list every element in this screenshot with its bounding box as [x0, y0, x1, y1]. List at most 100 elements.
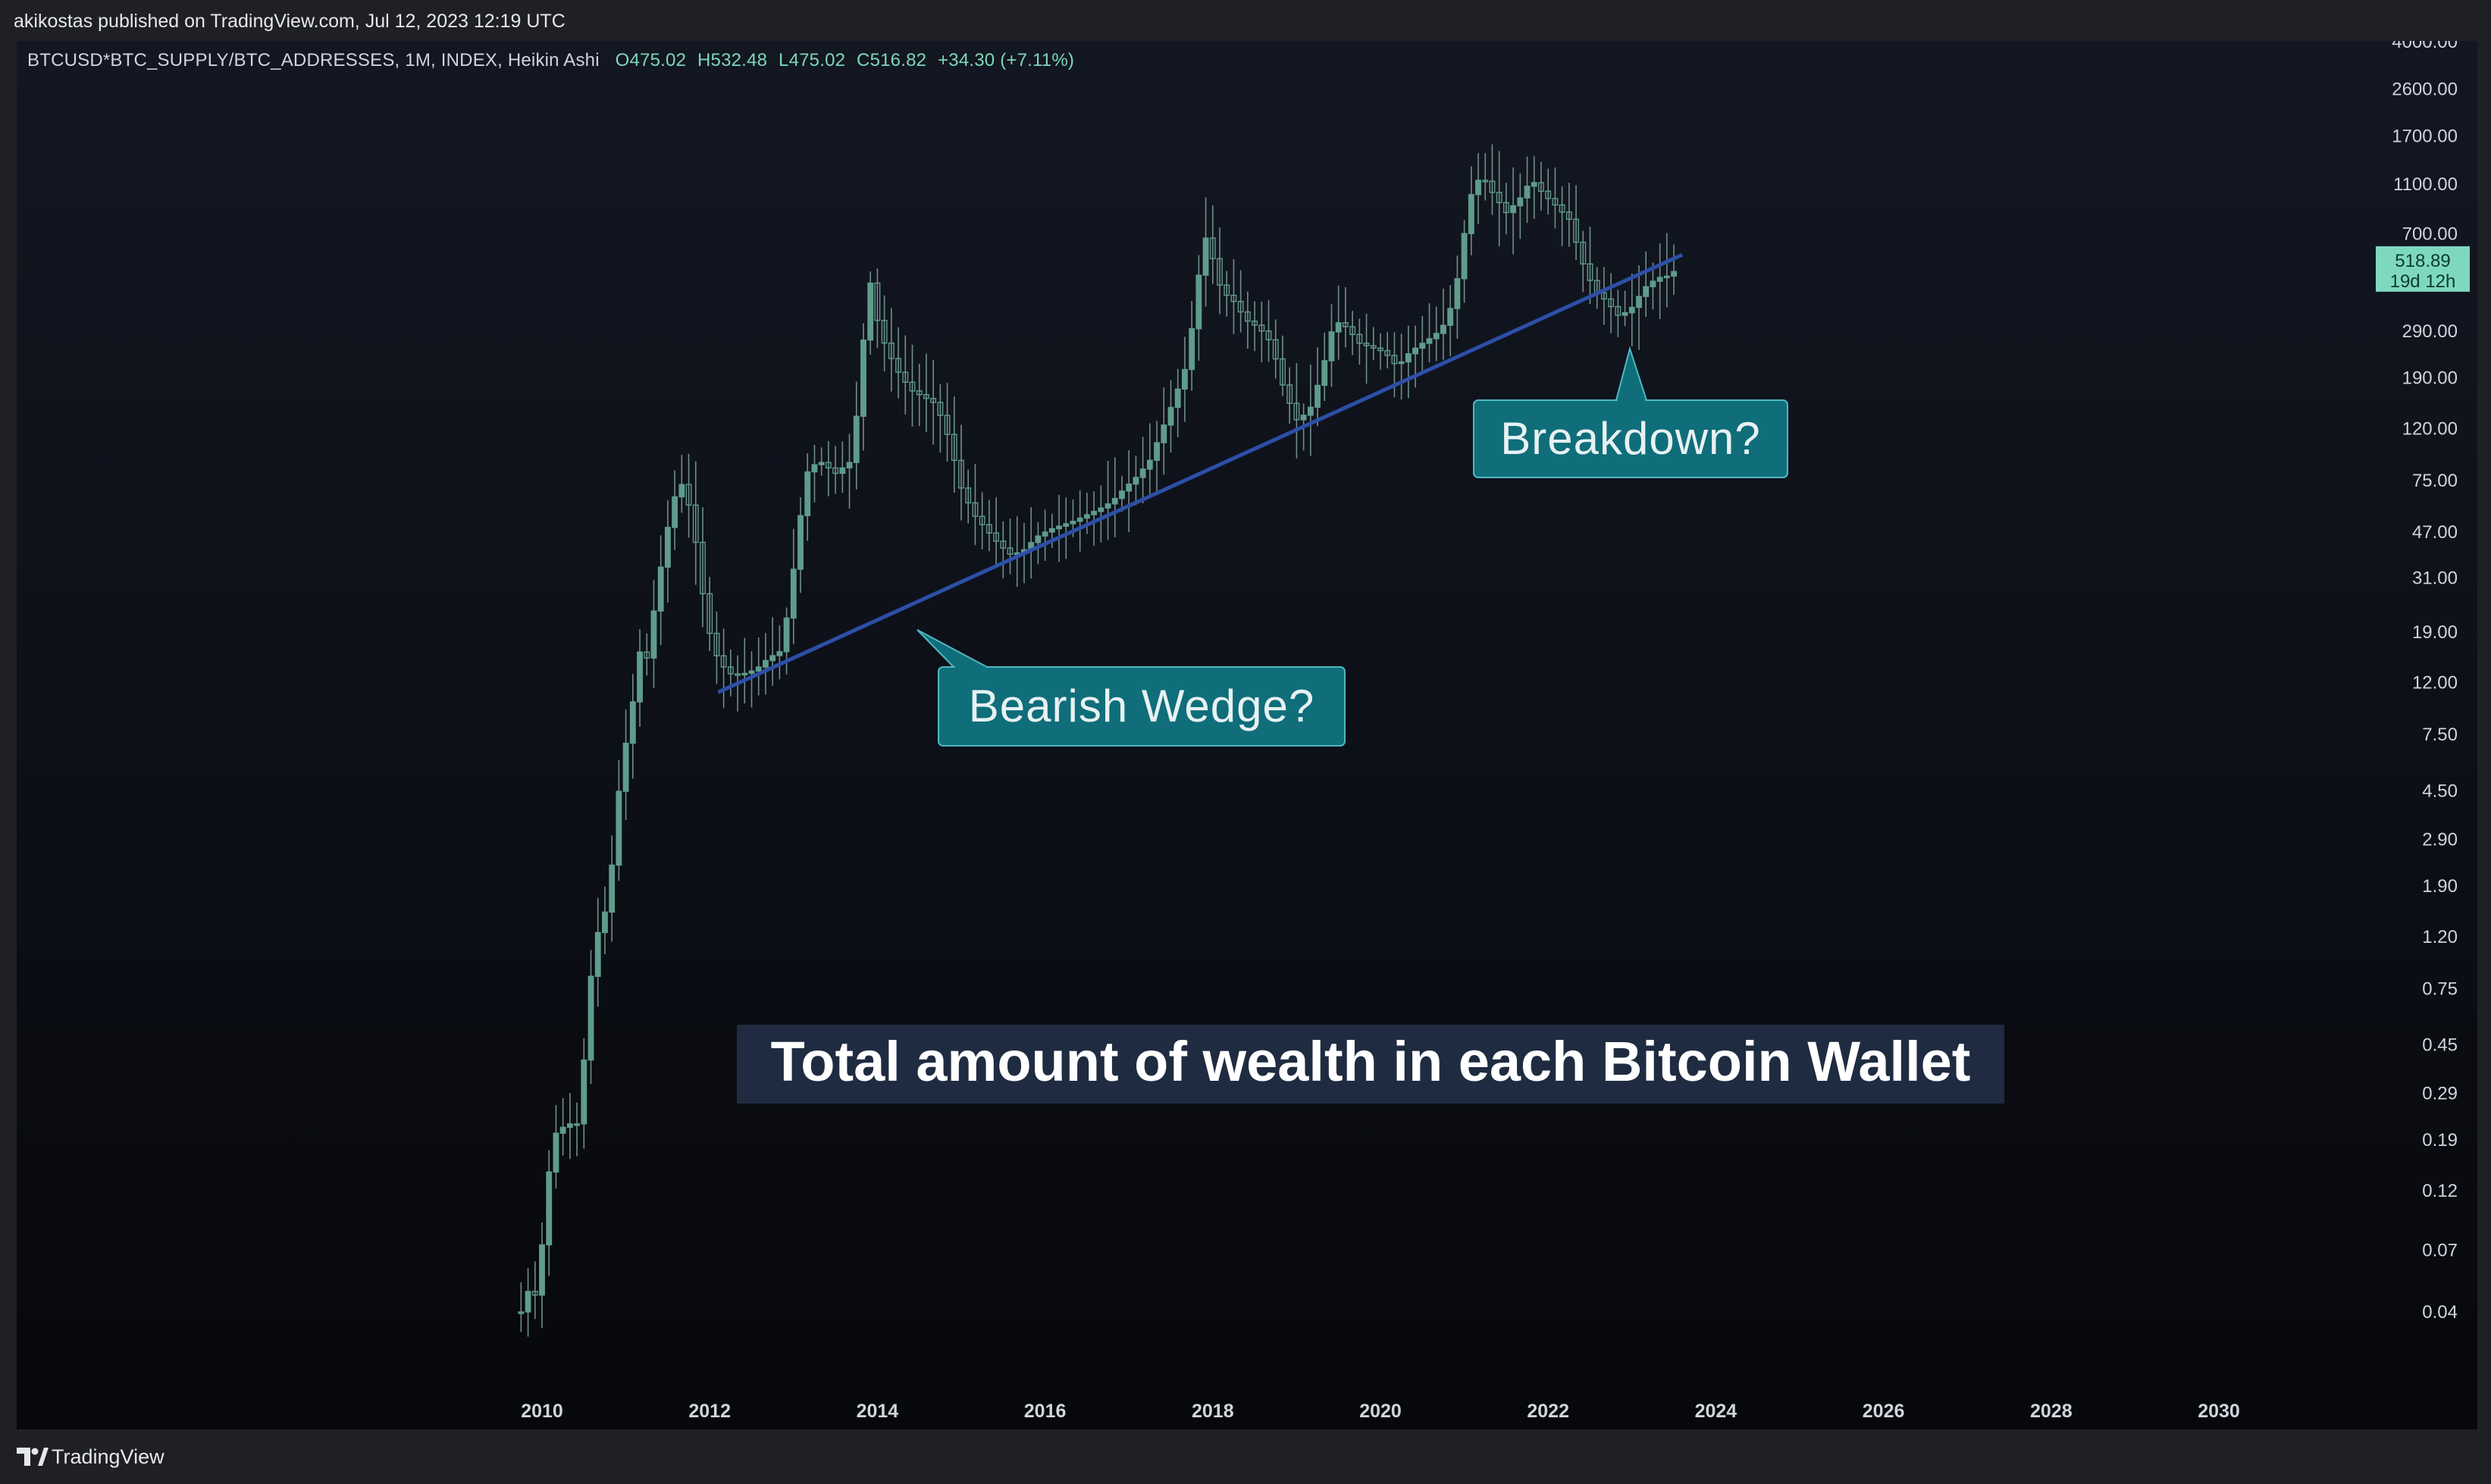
chart-area[interactable]: BTCUSD*BTC_SUPPLY/BTC_ADDRESSES, 1M, IND…	[17, 41, 2477, 1429]
candle-body	[1307, 406, 1314, 416]
candle-body	[566, 1123, 573, 1129]
y-tick-label: 290.00	[2402, 321, 2458, 342]
candle-body	[1342, 322, 1349, 327]
candle-body	[1048, 528, 1055, 533]
x-tick-label: 2016	[1024, 1401, 1067, 1422]
candle-body	[846, 462, 853, 469]
y-tick-label: 4000.00	[2392, 41, 2458, 52]
footer-brand[interactable]: TradingView	[52, 1445, 164, 1468]
candle-body	[531, 1291, 538, 1296]
x-tick-label: 2018	[1192, 1401, 1234, 1422]
candle-body	[1391, 355, 1398, 365]
candle-body	[1063, 523, 1070, 527]
candle-body	[609, 864, 616, 913]
bearish-wedge-callout-box[interactable]	[938, 666, 1346, 747]
candle-body	[860, 339, 866, 417]
legend-change: +34.30 (+7.11%)	[938, 50, 1075, 70]
candle-body	[1580, 241, 1587, 265]
candle-body	[769, 655, 776, 662]
candle-body	[1587, 263, 1593, 281]
candle-body	[602, 911, 608, 934]
candle-body	[1454, 278, 1461, 309]
breakdown-callout-label: Breakdown?	[1500, 413, 1761, 464]
candles-layer	[518, 144, 1678, 1337]
candle-body	[888, 342, 895, 359]
candle-body	[1433, 333, 1440, 340]
x-tick-label: 2028	[2030, 1401, 2073, 1422]
candle-body	[1384, 349, 1391, 356]
candle-body	[1356, 333, 1363, 344]
candle-body	[1076, 517, 1083, 522]
wedge-trendline[interactable]	[717, 252, 1684, 694]
candle-body	[678, 484, 685, 498]
symbol-name[interactable]: BTCUSD*BTC_SUPPLY/BTC_ADDRESSES, 1M, IND…	[27, 50, 600, 70]
candle-body	[804, 471, 811, 517]
candle-body	[1502, 202, 1509, 214]
breakdown-callout-pointer	[1615, 346, 1648, 401]
candle-body	[895, 358, 901, 373]
candle-body	[1189, 328, 1195, 371]
title-box	[737, 1025, 2004, 1104]
candle-body	[1559, 204, 1565, 213]
candle-body	[553, 1132, 559, 1172]
candle-body	[1139, 468, 1146, 478]
candle-body	[525, 1291, 531, 1313]
tradingview-logo-icon[interactable]	[15, 1446, 49, 1467]
candle-body	[1209, 237, 1216, 259]
legend-high: H532.48	[697, 50, 768, 70]
candle-body	[755, 666, 762, 672]
bearish-wedge-callout-joint	[955, 666, 985, 670]
candle-body	[1517, 197, 1524, 207]
candle-body	[1293, 402, 1300, 421]
chart-title: Total amount of wealth in each Bitcoin W…	[771, 1030, 1971, 1093]
candle-body	[763, 659, 769, 668]
price-chart-svg[interactable]: 4000.00 2600.00 1700.00 1100.00 700.00 290.00…	[17, 41, 2477, 1429]
candle-body	[944, 415, 951, 435]
y-tick-label: 1.90	[2422, 876, 2458, 897]
candle-body	[1286, 384, 1293, 404]
candle-body	[1468, 194, 1474, 234]
candle-body	[1650, 280, 1656, 287]
candle-body	[1398, 361, 1405, 365]
legend-close: C516.82	[857, 50, 927, 70]
candle-body	[1154, 442, 1160, 462]
callouts-layer: Bearish Wedge? Breakdown? Total amount of …	[737, 246, 2470, 1104]
footer-bar: TradingView	[0, 1429, 2491, 1484]
y-tick-label: 31.00	[2412, 568, 2458, 589]
candle-body	[622, 742, 629, 792]
last-price-tag[interactable]	[2376, 246, 2470, 292]
candle-body	[1070, 521, 1076, 524]
candle-body	[1489, 180, 1496, 193]
candle-body	[616, 791, 622, 866]
candle-body	[707, 593, 713, 634]
y-tick-label: 47.00	[2412, 522, 2458, 543]
candle-body	[741, 672, 748, 676]
candle-body	[1405, 353, 1412, 363]
y-axis[interactable]: 4000.00 2600.00 1700.00 1100.00 700.00 290.00…	[2392, 41, 2458, 1323]
publish-header: akikostas published on TradingView.com, …	[14, 11, 566, 32]
candle-body	[1482, 180, 1489, 183]
candle-body	[650, 610, 657, 659]
candle-body	[637, 651, 643, 703]
candle-body	[1230, 294, 1237, 302]
x-axis[interactable]: 2010 2012 2014 2016 2018 2020 2022 2024 2026 2028…	[521, 1401, 2240, 1422]
candle-body	[1091, 511, 1098, 515]
candle-body	[1565, 211, 1572, 220]
candle-body	[1042, 531, 1048, 537]
candle-body	[916, 390, 923, 396]
x-tick-label: 2030	[2198, 1401, 2240, 1422]
candle-body	[1126, 483, 1133, 492]
candle-body	[672, 496, 678, 528]
candle-body	[588, 975, 594, 1061]
y-tick-label: 1700.00	[2392, 127, 2458, 147]
candle-body	[1300, 415, 1307, 421]
candle-body	[1419, 343, 1426, 349]
candle-body	[748, 670, 755, 675]
candle-body	[1601, 292, 1607, 300]
candle-body	[1195, 274, 1202, 330]
candle-body	[1237, 300, 1244, 313]
candle-body	[783, 617, 790, 653]
candle-body	[727, 666, 734, 675]
candle-body	[1133, 477, 1139, 485]
candle-body	[1615, 305, 1622, 316]
